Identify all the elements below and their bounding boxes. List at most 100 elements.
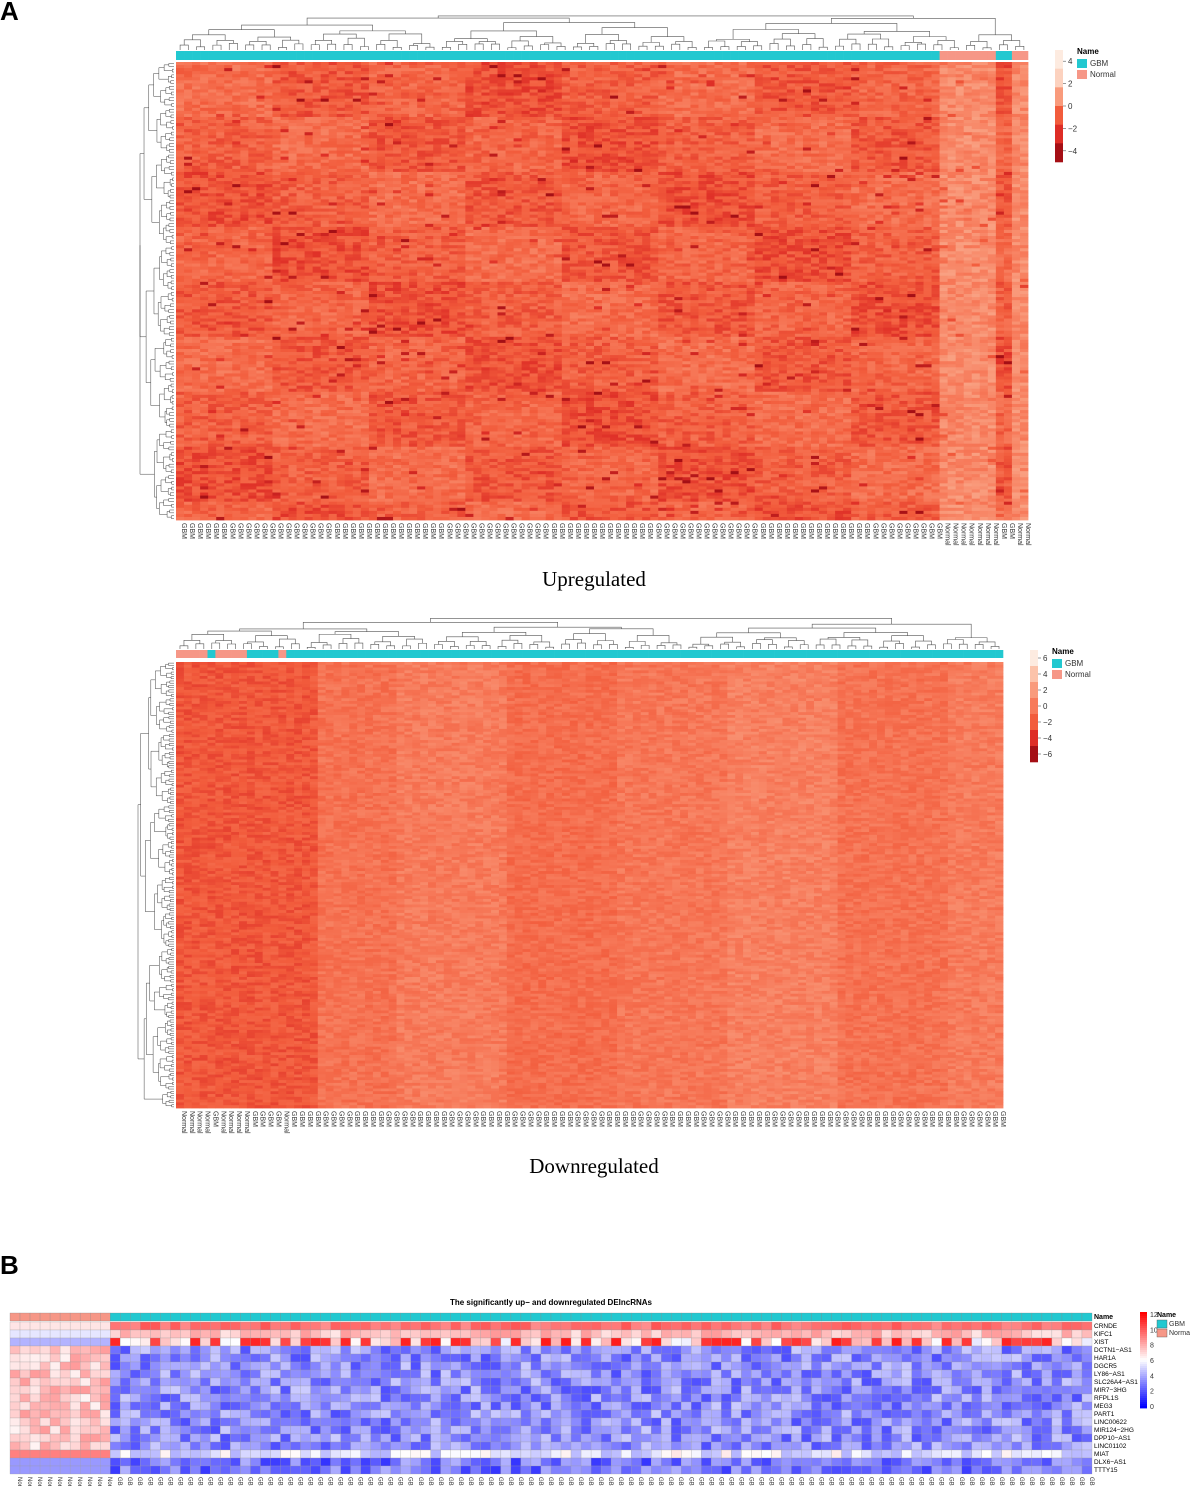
column-label: GBM	[427, 1477, 433, 1486]
column-label: GBM	[767, 523, 774, 539]
column-label: Normal	[984, 523, 991, 546]
column-label: GBM	[1078, 1477, 1084, 1486]
row-label: RFPL1S	[1094, 1395, 1119, 1402]
row-label: LINC00622	[1094, 1419, 1127, 1426]
column-label: GBM	[274, 1111, 281, 1127]
column-label: Normal	[196, 1111, 203, 1134]
row-label: PART1	[1094, 1411, 1115, 1418]
column-label: GBM	[503, 1111, 510, 1127]
column-label: GBM	[1000, 523, 1007, 539]
column-label: GBM	[873, 1111, 880, 1127]
legend-entry-normal: Normal	[1169, 1330, 1190, 1337]
column-label: GBM	[416, 1111, 423, 1127]
column-label: GBM	[461, 523, 468, 539]
b-annotation-name: Name	[1094, 1314, 1113, 1321]
column-label: GBM	[212, 523, 219, 539]
column-label: GBM	[550, 1111, 557, 1127]
column-label: GBM	[393, 1111, 400, 1127]
column-label: GBM	[228, 523, 235, 539]
column-label: GBM	[783, 523, 790, 539]
column-label: GBM	[377, 1111, 384, 1127]
column-label: GBM	[345, 1111, 352, 1127]
column-label: GBM	[330, 1111, 337, 1127]
legend-entry-normal: Normal	[1090, 70, 1116, 79]
column-label: GBM	[887, 523, 894, 539]
column-label: GBM	[367, 1477, 373, 1486]
column-label: GBM	[978, 1477, 984, 1486]
column-label: GBM	[799, 523, 806, 539]
column-label: GBM	[357, 1477, 363, 1486]
column-label: Normal	[944, 523, 951, 546]
column-label: GBM	[842, 1111, 849, 1127]
column-label: GBM	[517, 1477, 523, 1486]
column-label: GBM	[322, 1111, 329, 1127]
column-label: Normal	[952, 523, 959, 546]
column-label: GBM	[694, 523, 701, 539]
column-label: GBM	[737, 1477, 743, 1486]
column-label: GBM	[574, 1111, 581, 1127]
legend-title: Name	[1052, 647, 1074, 656]
column-label: GBM	[881, 1111, 888, 1127]
column-label: GBM	[387, 1477, 393, 1486]
column-label: GBM	[337, 1111, 344, 1127]
column-label: GBM	[727, 523, 734, 539]
column-label: GBM	[407, 1477, 413, 1486]
column-label: GBM	[983, 1111, 990, 1127]
scale-tick-label: −2	[1043, 718, 1053, 727]
column-label: GBM	[487, 1477, 493, 1486]
column-label: GBM	[577, 1477, 583, 1486]
column-label: GBM	[903, 523, 910, 539]
column-label: GBM	[797, 1477, 803, 1486]
column-label: GBM	[1088, 1477, 1094, 1486]
column-label: GBM	[847, 523, 854, 539]
column-label: GBM	[895, 523, 902, 539]
column-label: GBM	[677, 1477, 683, 1486]
column-label: GBM	[589, 1111, 596, 1127]
scale-tick-label: 8	[1150, 1343, 1154, 1350]
column-label: GBM	[889, 1111, 896, 1127]
column-label: GBM	[413, 523, 420, 539]
column-label: GBM	[116, 1477, 122, 1486]
column-label: GBM	[463, 1111, 470, 1127]
column-label: GBM	[477, 1477, 483, 1486]
column-label: GBM	[759, 523, 766, 539]
scale-tick-label: 6	[1043, 654, 1048, 663]
column-label: Normal	[96, 1477, 102, 1486]
column-label: GBM	[739, 1111, 746, 1127]
column-label: GBM	[211, 1111, 218, 1127]
legend-entry-gbm: GBM	[1065, 659, 1084, 668]
column-label: GBM	[944, 1111, 951, 1127]
legend-title: Name	[1157, 1312, 1176, 1319]
column-label: GBM	[469, 523, 476, 539]
column-label: GBM	[377, 1477, 383, 1486]
column-label: GBM	[928, 1477, 934, 1486]
column-label: GBM	[654, 523, 661, 539]
column-label: GBM	[692, 1111, 699, 1127]
column-label: GBM	[975, 1111, 982, 1127]
column-label: GBM	[301, 523, 308, 539]
down-row-dendrogram	[138, 663, 174, 1107]
row-label: MIAT	[1094, 1451, 1109, 1458]
column-label: GBM	[244, 523, 251, 539]
column-label: GBM	[807, 1477, 813, 1486]
legend-entry-gbm: GBM	[1090, 59, 1109, 68]
column-label: Normal	[16, 1477, 22, 1486]
column-label: GBM	[136, 1477, 142, 1486]
column-label: GBM	[447, 1477, 453, 1486]
column-label: GBM	[794, 1111, 801, 1127]
column-label: GBM	[815, 523, 822, 539]
column-label: GBM	[298, 1111, 305, 1127]
column-label: GBM	[511, 1111, 518, 1127]
column-label: GBM	[697, 1477, 703, 1486]
column-label: Normal	[46, 1477, 52, 1486]
column-label: GBM	[373, 523, 380, 539]
column-label: GBM	[574, 523, 581, 539]
column-label: GBM	[988, 1477, 994, 1486]
column-label: GBM	[566, 1111, 573, 1127]
column-label: GBM	[865, 1111, 872, 1127]
column-label: GBM	[400, 1111, 407, 1127]
column-label: GBM	[863, 523, 870, 539]
